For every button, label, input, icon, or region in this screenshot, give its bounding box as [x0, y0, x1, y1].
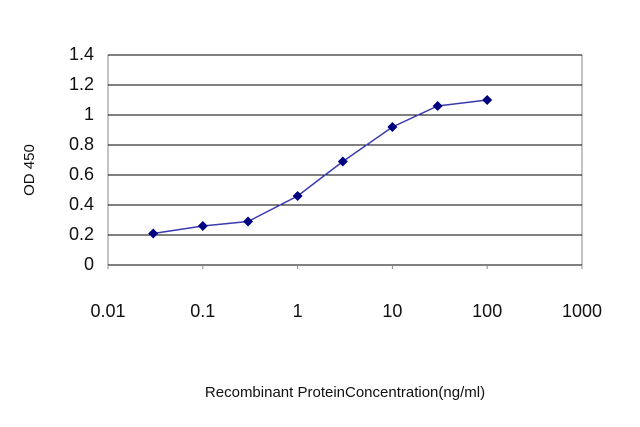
- data-point: [148, 228, 159, 239]
- x-tick-label: 0.1: [190, 301, 215, 321]
- data-point: [482, 95, 493, 105]
- y-tick-label: 0.6: [69, 164, 94, 184]
- data-point: [243, 216, 254, 227]
- y-tick-label: 0: [84, 254, 94, 274]
- y-tick-label: 0.2: [69, 224, 94, 244]
- x-tick-label: 10: [382, 301, 402, 321]
- y-tick-label: 1.2: [69, 74, 94, 94]
- data-point: [432, 101, 443, 111]
- series-line: [153, 99, 488, 235]
- x-tick-label: 1: [293, 301, 303, 321]
- data-point: [292, 191, 303, 201]
- x-tick-label: 0.01: [90, 301, 125, 321]
- y-tick-label: 0.8: [69, 134, 94, 154]
- y-axis-label: OD 450: [21, 144, 38, 196]
- y-tick-label: 0.4: [69, 194, 94, 214]
- y-tick-label: 1: [84, 104, 94, 124]
- data-point: [387, 122, 398, 132]
- data-point: [197, 221, 208, 231]
- data-point: [337, 156, 348, 167]
- y-tick-label: 1.4: [69, 44, 94, 64]
- x-tick-label: 100: [472, 301, 502, 321]
- x-tick-label: 1000: [562, 301, 602, 321]
- x-axis-label: Recombinant ProteinConcentration(ng/ml): [205, 384, 485, 401]
